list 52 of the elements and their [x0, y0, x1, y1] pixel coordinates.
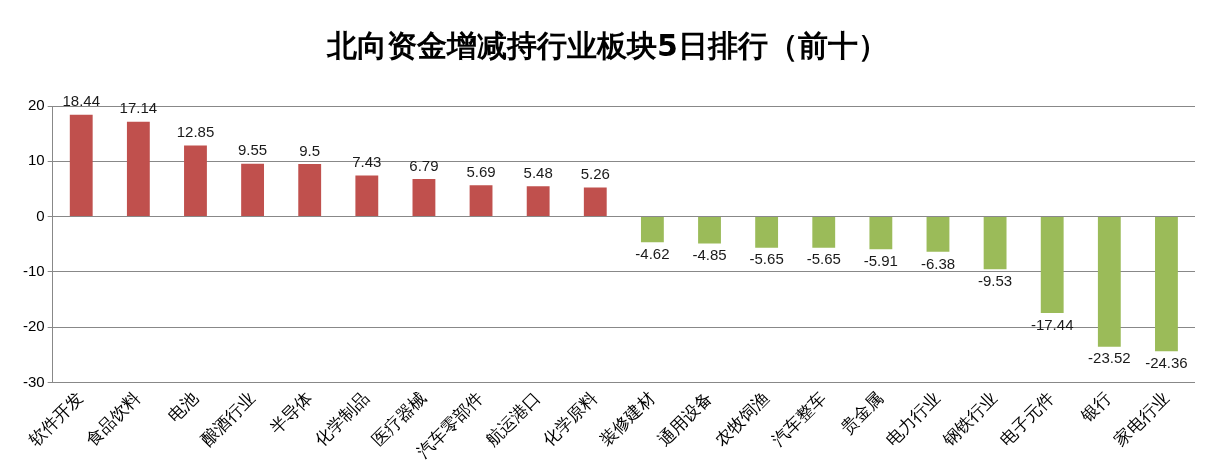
- data-label: -24.36: [1145, 353, 1188, 371]
- bar: [69, 114, 93, 217]
- bar: [698, 217, 721, 244]
- data-label: 18.44: [62, 92, 101, 110]
- data-label: -4.62: [635, 244, 670, 262]
- y-tick-label: 10: [27, 151, 45, 169]
- bar: [869, 217, 893, 250]
- y-tick-label: -30: [22, 372, 45, 390]
- y-tick-label: 0: [36, 206, 45, 224]
- data-label: 5.48: [523, 163, 553, 181]
- y-tick-label: -20: [22, 317, 45, 335]
- data-label: 7.43: [352, 153, 382, 171]
- data-label: -9.53: [977, 271, 1013, 289]
- bar: [983, 217, 1007, 270]
- bar: [1155, 217, 1178, 352]
- bar: [640, 217, 664, 243]
- bar: [241, 163, 265, 217]
- data-label: -6.38: [920, 254, 956, 272]
- bar: [412, 179, 436, 217]
- data-label: -23.52: [1088, 349, 1131, 367]
- data-label: 6.79: [409, 156, 439, 174]
- bar: [355, 175, 379, 217]
- chart-title: 北向资金增减持行业板块5日排行（前十）: [326, 27, 888, 63]
- y-tick-label: -10: [22, 262, 45, 280]
- data-label: -17.44: [1030, 315, 1074, 333]
- bar: [126, 121, 150, 217]
- bar: [583, 187, 607, 217]
- bar: [526, 186, 550, 217]
- x-tick-label: 半导体: [265, 387, 316, 438]
- data-label: 12.85: [176, 123, 215, 141]
- bar: [755, 217, 779, 248]
- y-tick-label: 20: [27, 96, 45, 114]
- bar: [469, 185, 493, 217]
- data-label: -5.65: [806, 250, 841, 268]
- bar: [812, 217, 836, 248]
- data-label: 5.26: [580, 165, 610, 183]
- bar: [1097, 217, 1121, 347]
- bar: [298, 164, 322, 217]
- data-label: 5.69: [466, 162, 496, 180]
- x-tick-label: 贵金属: [836, 387, 887, 438]
- data-label: 9.5: [299, 141, 321, 159]
- x-tick-label: 软件开发: [24, 387, 88, 450]
- data-label: -4.85: [692, 246, 727, 264]
- x-tick-label: 航运港口: [481, 387, 545, 450]
- bar: [926, 217, 950, 252]
- data-label: 9.55: [237, 141, 268, 159]
- data-label: -5.91: [863, 251, 898, 269]
- bar: [184, 145, 207, 217]
- data-label: 17.14: [119, 99, 158, 117]
- data-label: -5.65: [749, 250, 784, 268]
- bar: [1040, 217, 1064, 314]
- x-tick-label: 电池: [163, 387, 202, 426]
